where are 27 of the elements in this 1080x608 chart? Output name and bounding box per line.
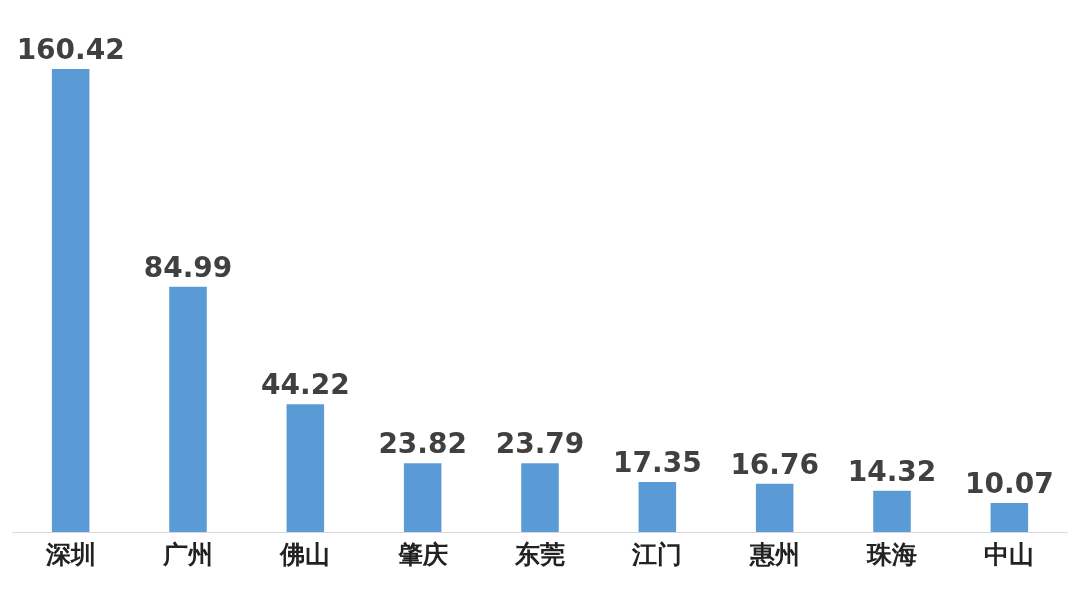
bar [873, 490, 911, 532]
bar [286, 404, 325, 532]
data-label: 44.22 [261, 368, 350, 402]
bar [403, 463, 442, 532]
x-tick-label: 江门 [631, 540, 683, 569]
x-tick-label: 佛山 [279, 540, 331, 569]
bar [51, 69, 90, 532]
x-tick-label: 肇庆 [396, 540, 448, 569]
data-label: 16.76 [730, 447, 819, 481]
data-label: 14.32 [847, 454, 937, 488]
data-label: 160.42 [16, 33, 125, 66]
x-tick-label: 惠州 [748, 540, 800, 569]
bar [638, 481, 677, 532]
bar [521, 463, 559, 532]
bar [990, 502, 1029, 532]
data-label: 17.35 [613, 445, 702, 479]
data-label: 23.82 [378, 427, 467, 461]
data-label: 84.99 [143, 250, 233, 284]
data-label: 10.07 [965, 466, 1054, 500]
data-label: 23.79 [495, 427, 585, 461]
x-tick-label: 中山 [984, 540, 1035, 569]
x-tick-label: 深圳 [44, 540, 96, 569]
bar [169, 286, 207, 532]
x-tick-label: 珠海 [866, 540, 917, 569]
bar [755, 483, 794, 532]
x-tick-label: 东莞 [514, 540, 565, 569]
x-tick-label: 广州 [162, 540, 213, 569]
